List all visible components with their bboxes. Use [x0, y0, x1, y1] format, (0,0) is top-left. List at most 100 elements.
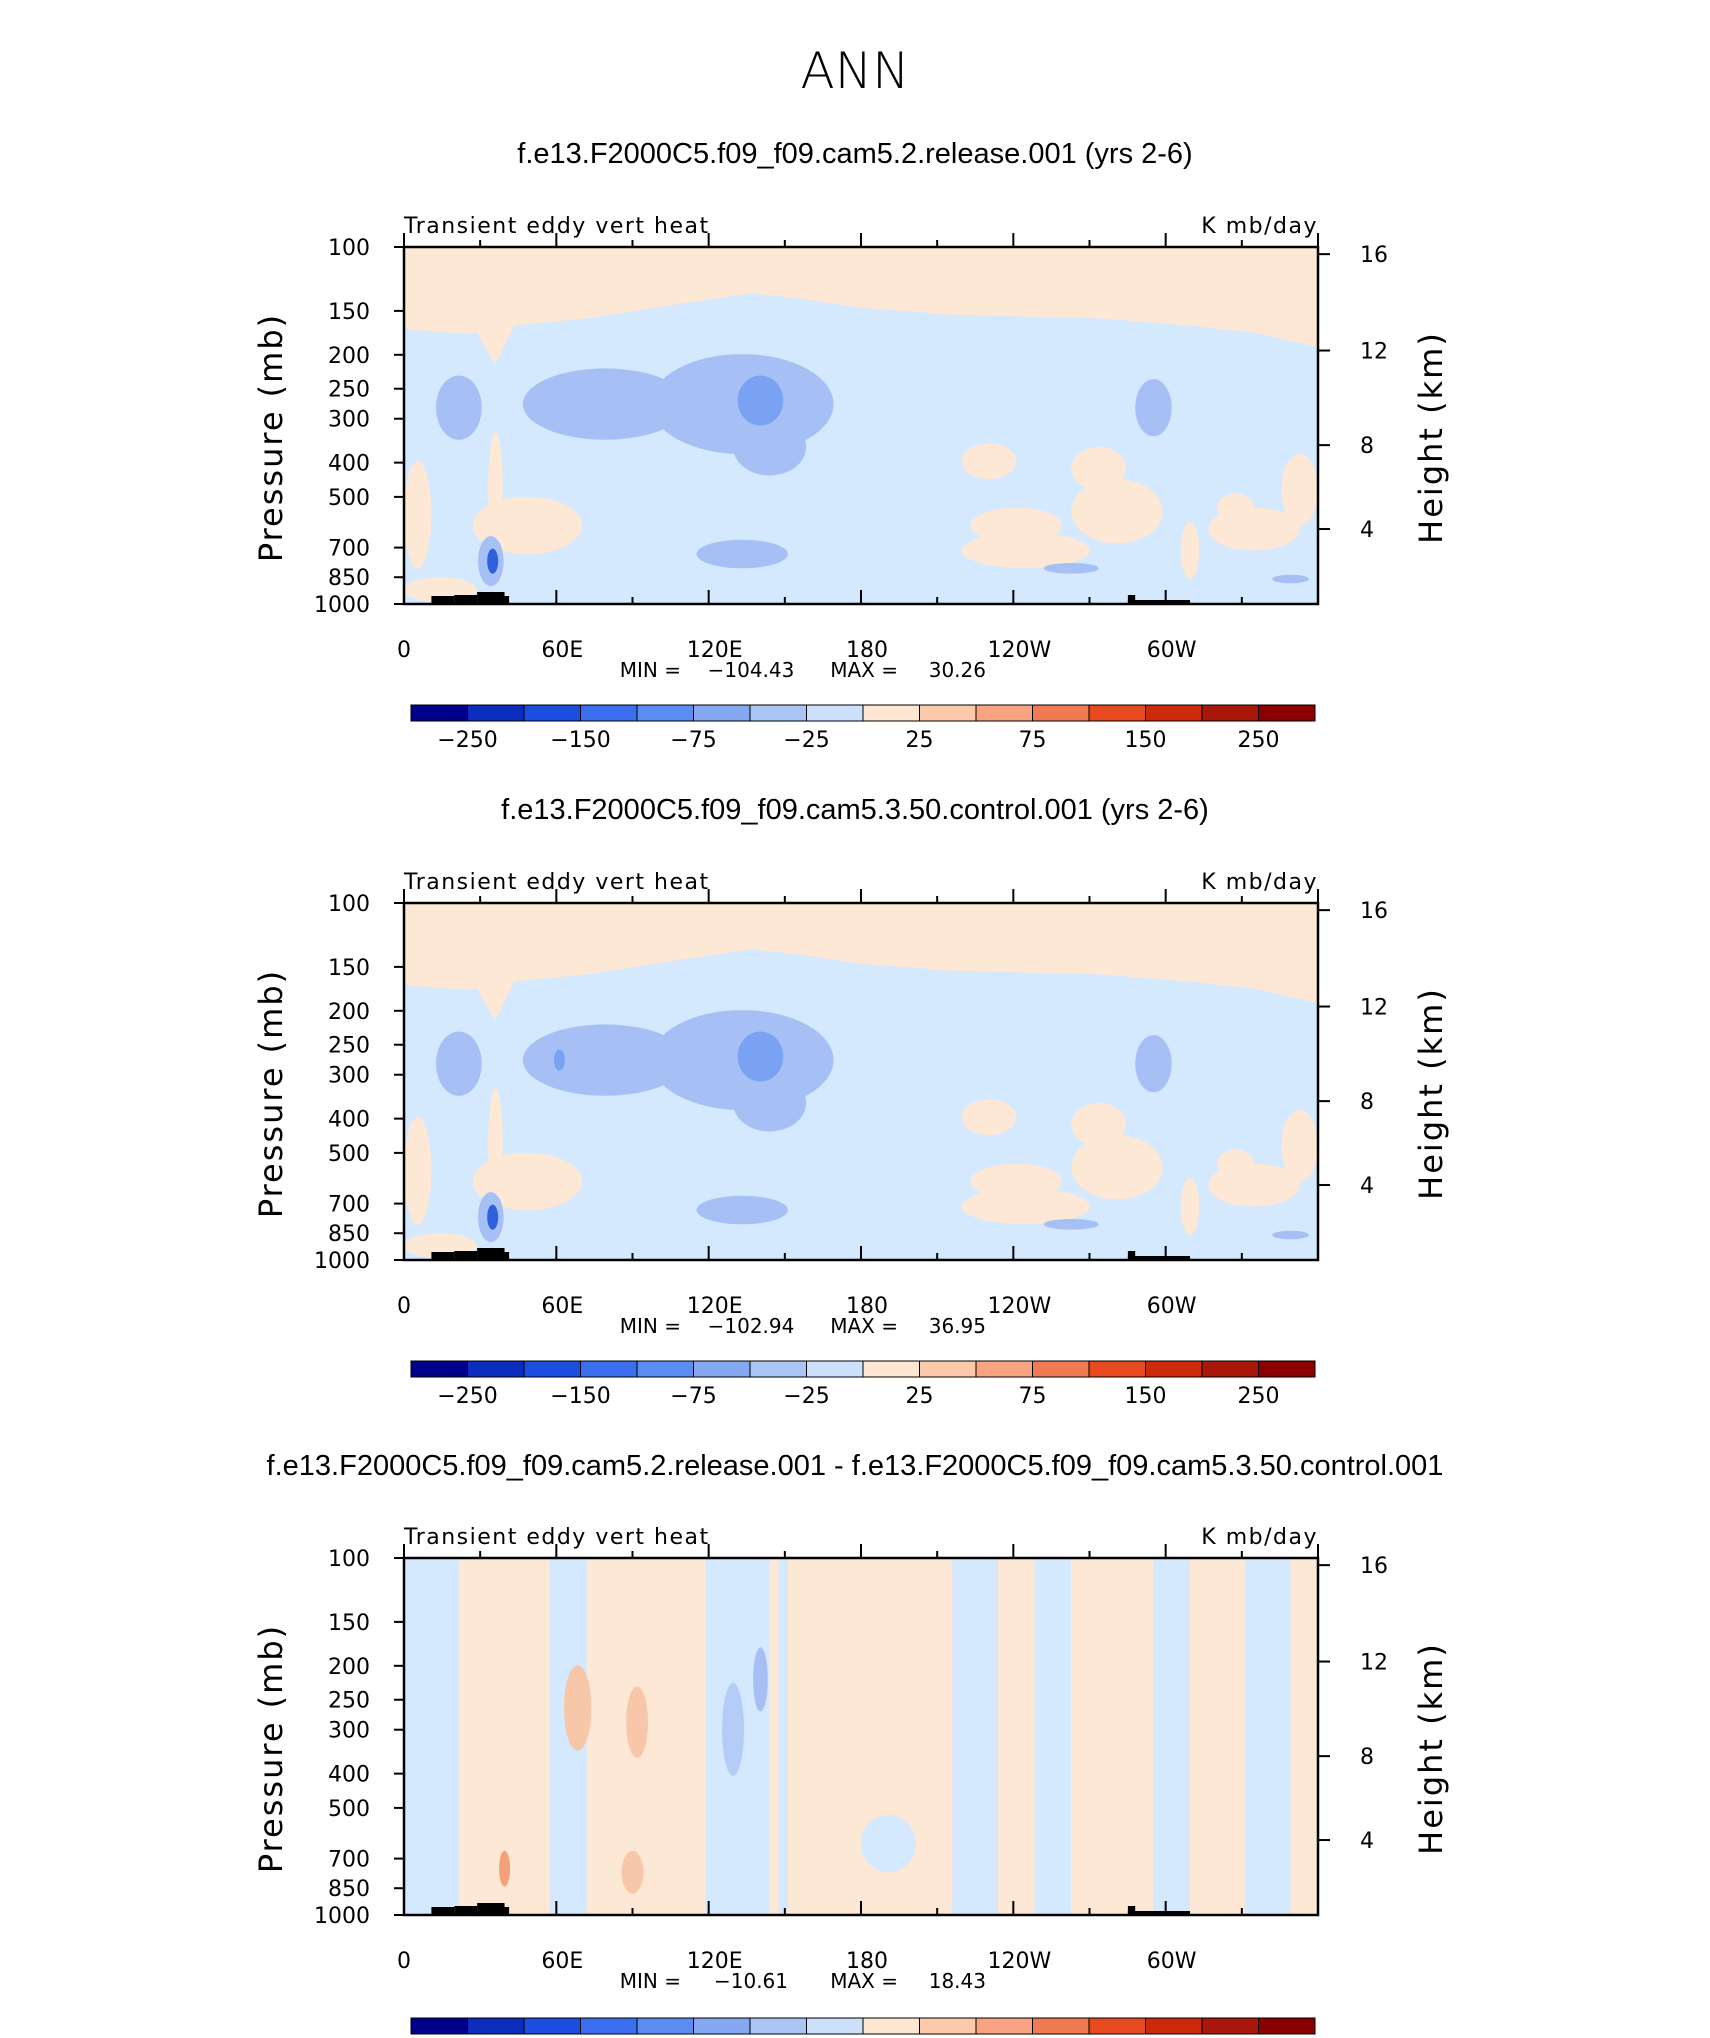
positive-band [769, 1558, 779, 1915]
colorbar-cell [410, 2017, 468, 2035]
positive-region [1180, 1177, 1200, 1236]
colorbar-cell [580, 704, 638, 722]
positive-region [1281, 454, 1318, 526]
colorbar-cell [975, 1360, 1033, 1378]
colorbar-cell [1088, 704, 1146, 722]
colorbar-cell [919, 1360, 977, 1378]
colorbar-cell [862, 2017, 920, 2035]
max-label: MAX = [830, 1314, 898, 1338]
topography-mask [454, 595, 478, 604]
negative-region [753, 1647, 768, 1712]
y-tick-label: 850 [328, 1222, 370, 1247]
colorbar-label: −250 [437, 728, 497, 753]
x-tick-label: 120E [687, 1949, 743, 1974]
y-tick-label: 150 [328, 1611, 370, 1636]
y-tick-label: 400 [328, 1108, 370, 1133]
topography-mask [431, 1907, 455, 1915]
negative-band [1153, 1558, 1191, 1915]
colorbar-cell [862, 1360, 920, 1378]
panel-title: f.e13.F2000C5.f09_f09.cam5.2.release.001… [267, 1450, 1444, 1482]
y-tick-label: 100 [328, 236, 370, 261]
positive-region [970, 507, 1063, 544]
strong-negative-region [553, 1049, 565, 1071]
x-tick-label: 120E [687, 1294, 743, 1319]
x-tick-label: 120W [987, 1294, 1051, 1319]
x-tick-label: 60W [1147, 1294, 1197, 1319]
y-tick-label: 700 [328, 1848, 370, 1873]
y-axis-title: Pressure (mb) [252, 313, 290, 562]
positive-band [1071, 1558, 1154, 1915]
y-tick-label: 400 [328, 1763, 370, 1788]
y2-axis-title: Height (km) [1412, 1642, 1450, 1855]
positive-region [488, 432, 503, 540]
y-tick-label: 700 [328, 1193, 370, 1218]
colorbar-label: 250 [1238, 728, 1280, 753]
topography-mask [431, 596, 455, 604]
colorbar-cell [749, 1360, 807, 1378]
colorbar-cell [749, 704, 807, 722]
max-value: 18.43 [929, 1969, 986, 1993]
y-tick-label: 150 [328, 300, 370, 325]
topography-mask [477, 1248, 505, 1260]
negative-region [696, 539, 788, 569]
y-tick-label: 1000 [314, 1904, 370, 1929]
colorbar-label: 150 [1125, 728, 1167, 753]
x-tick-label: 60W [1147, 1949, 1197, 1974]
colorbar-cell [410, 1360, 468, 1378]
topography-mask [1127, 1906, 1136, 1915]
min-label: MIN = [620, 1314, 681, 1338]
min-value: −104.43 [708, 658, 795, 682]
negative-region [696, 1195, 788, 1225]
y2-tick-label: 8 [1360, 1090, 1374, 1115]
colorbar-cell [636, 1360, 694, 1378]
topography-mask [454, 1251, 478, 1260]
colorbar-cell [523, 704, 581, 722]
positive-region [1217, 493, 1255, 522]
y-tick-label: 200 [328, 1655, 370, 1680]
y-tick-label: 250 [328, 1689, 370, 1714]
colorbar-cell [636, 704, 694, 722]
min-label: MIN = [620, 658, 681, 682]
y2-tick-label: 12 [1360, 996, 1388, 1021]
colorbar-label: 150 [1125, 1384, 1167, 1409]
negative-region [522, 1024, 688, 1096]
colorbar-cell [1145, 2017, 1203, 2035]
y-tick-label: 100 [328, 892, 370, 917]
colorbar-label: −250 [437, 1384, 497, 1409]
colorbar-cell [1201, 2017, 1259, 2035]
max-label: MAX = [830, 658, 898, 682]
colorbar-cell [749, 2017, 807, 2035]
page-title: ANN [800, 42, 910, 100]
negative-band [778, 1558, 788, 1915]
negative-region [435, 1031, 482, 1096]
negative-region [1043, 562, 1099, 574]
panel-title: f.e13.F2000C5.f09_f09.cam5.3.50.control.… [501, 794, 1209, 826]
colorbar-cell [1201, 1360, 1259, 1378]
max-label: MAX = [830, 1969, 898, 1993]
y-tick-label: 200 [328, 1000, 370, 1025]
colorbar-label: 75 [1019, 1384, 1047, 1409]
y2-tick-label: 4 [1360, 1174, 1374, 1199]
y-tick-label: 400 [328, 452, 370, 477]
colorbar-label: −75 [670, 728, 716, 753]
colorbar-cell [467, 2017, 525, 2035]
colorbar-cell [1088, 1360, 1146, 1378]
x-tick-label: 180 [846, 638, 888, 663]
negative-band [404, 1558, 459, 1915]
positive-region [961, 532, 1090, 569]
min-value: −10.61 [714, 1969, 788, 1993]
colorbar-cell [975, 2017, 1033, 2035]
max-value: 36.95 [929, 1314, 986, 1338]
negative-region [1272, 1230, 1309, 1240]
x-tick-label: 60E [541, 638, 583, 663]
colorbar-cell [1032, 2017, 1090, 2035]
max-value: 30.26 [929, 658, 986, 682]
y-tick-label: 1000 [314, 1249, 370, 1274]
y-axis-title: Pressure (mb) [252, 1624, 290, 1873]
y2-tick-label: 12 [1360, 340, 1388, 365]
negative-region [1272, 574, 1309, 584]
topography-mask [1127, 595, 1136, 604]
colorbar-cell [580, 2017, 638, 2035]
negative-region [733, 1074, 807, 1132]
